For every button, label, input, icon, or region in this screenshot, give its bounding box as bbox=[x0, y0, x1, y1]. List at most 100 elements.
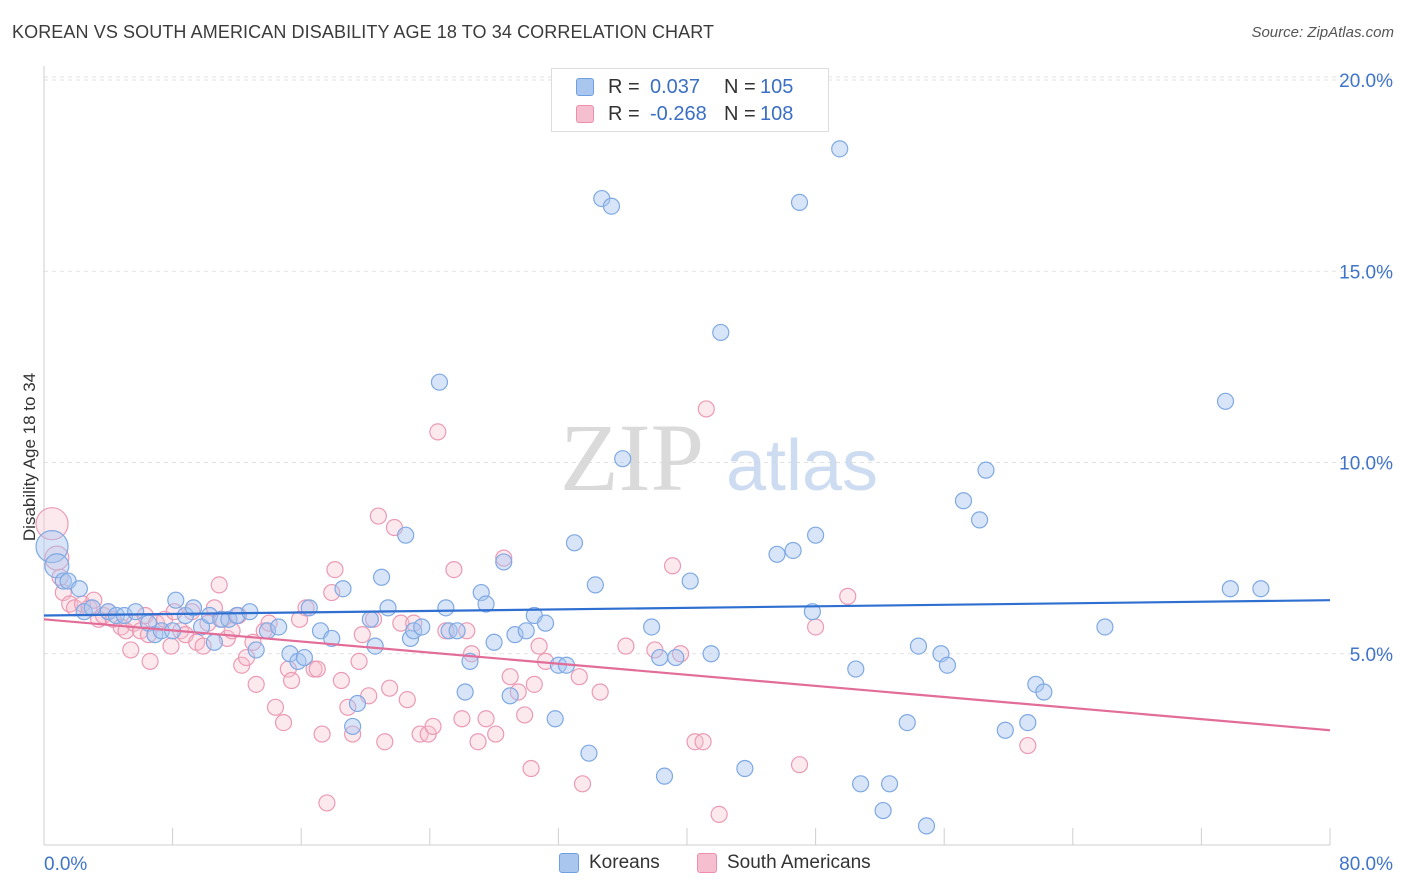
axes bbox=[43, 66, 1331, 846]
legend-item-south-americans[interactable]: South Americans bbox=[697, 852, 871, 874]
korean-point bbox=[184, 599, 203, 617]
watermark-zip: ZIP bbox=[560, 404, 704, 511]
legend-item-koreans[interactable]: Koreans bbox=[559, 852, 660, 874]
south-american-point bbox=[323, 583, 341, 602]
korean-point bbox=[270, 618, 288, 636]
south-american-point bbox=[210, 576, 228, 594]
korean-point bbox=[44, 553, 70, 579]
south-american-point bbox=[350, 652, 368, 671]
legend-swatch-koreans bbox=[559, 853, 579, 873]
r-value-koreans: 0.037 bbox=[650, 75, 701, 98]
korean-point bbox=[295, 648, 314, 667]
south-american-point bbox=[663, 557, 682, 575]
south-american-point bbox=[398, 691, 416, 709]
korean-point bbox=[970, 511, 989, 529]
legend-label-south-americans: South Americans bbox=[727, 852, 871, 873]
legend-row-koreans: R = 0.037 N = 105 bbox=[576, 75, 834, 99]
south-american-point bbox=[790, 756, 809, 774]
korean-point bbox=[546, 710, 564, 728]
r-value-south-americans: -0.268 bbox=[650, 102, 707, 125]
chart-title: KOREAN VS SOUTH AMERICAN DISABILITY AGE … bbox=[12, 22, 715, 42]
south-american-point bbox=[353, 626, 371, 644]
y-tick-label: 15.0% bbox=[1339, 262, 1393, 283]
korean-point bbox=[448, 622, 466, 640]
legend-swatch-south-americans bbox=[576, 105, 594, 123]
korean-point bbox=[586, 576, 604, 594]
south-american-point bbox=[392, 614, 410, 632]
korean-point bbox=[667, 648, 685, 667]
n-value-koreans: 105 bbox=[760, 75, 794, 98]
south-american-point bbox=[617, 637, 635, 655]
korean-point bbox=[803, 603, 821, 621]
south-american-trend-line bbox=[43, 618, 1331, 732]
korean-point bbox=[784, 541, 802, 560]
south-american-point bbox=[376, 733, 394, 751]
south-american-point bbox=[274, 713, 293, 732]
correlation-legend: R = 0.037 N = 105 R = -0.268 N = 108 bbox=[551, 68, 829, 132]
koreans-points bbox=[35, 140, 1270, 835]
korean-point bbox=[565, 534, 584, 552]
tick-labels: 5.0% 10.0% 15.0% 20.0% 0.0% 80.0% bbox=[44, 71, 1393, 875]
korean-point bbox=[954, 492, 973, 510]
korean-point bbox=[909, 637, 928, 655]
korean-point bbox=[54, 572, 72, 590]
korean-point bbox=[831, 140, 849, 158]
korean-point bbox=[580, 744, 598, 762]
south-american-point bbox=[308, 660, 326, 678]
korean-point bbox=[614, 450, 632, 468]
korean-point bbox=[806, 526, 825, 544]
legend-swatch-koreans bbox=[576, 78, 594, 96]
korean-point bbox=[405, 622, 423, 640]
korean-point bbox=[379, 599, 397, 617]
south-american-point bbox=[381, 679, 399, 697]
south-american-point bbox=[839, 587, 857, 605]
south-american-point bbox=[35, 507, 69, 541]
korean-point bbox=[241, 603, 259, 621]
south-american-point bbox=[806, 618, 825, 636]
korean-point bbox=[247, 641, 265, 659]
south-american-point bbox=[570, 668, 588, 686]
south-american-point bbox=[525, 675, 543, 693]
korean-point bbox=[1096, 618, 1114, 636]
korean-point bbox=[880, 775, 899, 793]
watermark: ZIP atlas bbox=[560, 404, 878, 511]
korean-point bbox=[977, 461, 995, 479]
south-american-point bbox=[453, 710, 471, 728]
korean-point bbox=[323, 629, 341, 648]
korean-point bbox=[344, 717, 362, 736]
korean-point bbox=[506, 626, 524, 644]
korean-point bbox=[1221, 580, 1239, 598]
korean-point bbox=[852, 775, 870, 793]
watermark-atlas: atlas bbox=[726, 426, 878, 506]
south-american-point bbox=[424, 717, 442, 736]
x-tick-label-max: 80.0% bbox=[1339, 854, 1393, 875]
south-americans-points bbox=[35, 400, 1037, 824]
south-american-point bbox=[477, 710, 495, 728]
south-american-point bbox=[501, 668, 519, 686]
south-american-point bbox=[313, 725, 331, 743]
korean-point bbox=[874, 801, 892, 820]
korean-point bbox=[1019, 713, 1037, 732]
south-american-point bbox=[429, 423, 447, 441]
south-american-point bbox=[694, 733, 712, 751]
korean-point bbox=[70, 580, 88, 598]
south-american-point bbox=[710, 805, 728, 824]
south-american-point bbox=[522, 759, 540, 778]
trend-lines bbox=[43, 599, 1331, 732]
south-american-point bbox=[266, 698, 285, 716]
n-label: N = bbox=[724, 102, 756, 125]
korean-point bbox=[681, 572, 699, 590]
south-american-point bbox=[1019, 736, 1037, 755]
korean-point bbox=[437, 599, 455, 617]
korean-point bbox=[477, 595, 495, 613]
korean-point bbox=[1252, 580, 1270, 598]
korean-point bbox=[702, 645, 720, 663]
korean-point bbox=[413, 618, 431, 636]
south-american-point bbox=[445, 560, 463, 579]
korean-point bbox=[334, 580, 352, 598]
series-legend: Koreans South Americans bbox=[0, 852, 1406, 878]
korean-point bbox=[712, 323, 730, 342]
korean-point bbox=[651, 648, 669, 667]
korean-point bbox=[736, 759, 754, 778]
